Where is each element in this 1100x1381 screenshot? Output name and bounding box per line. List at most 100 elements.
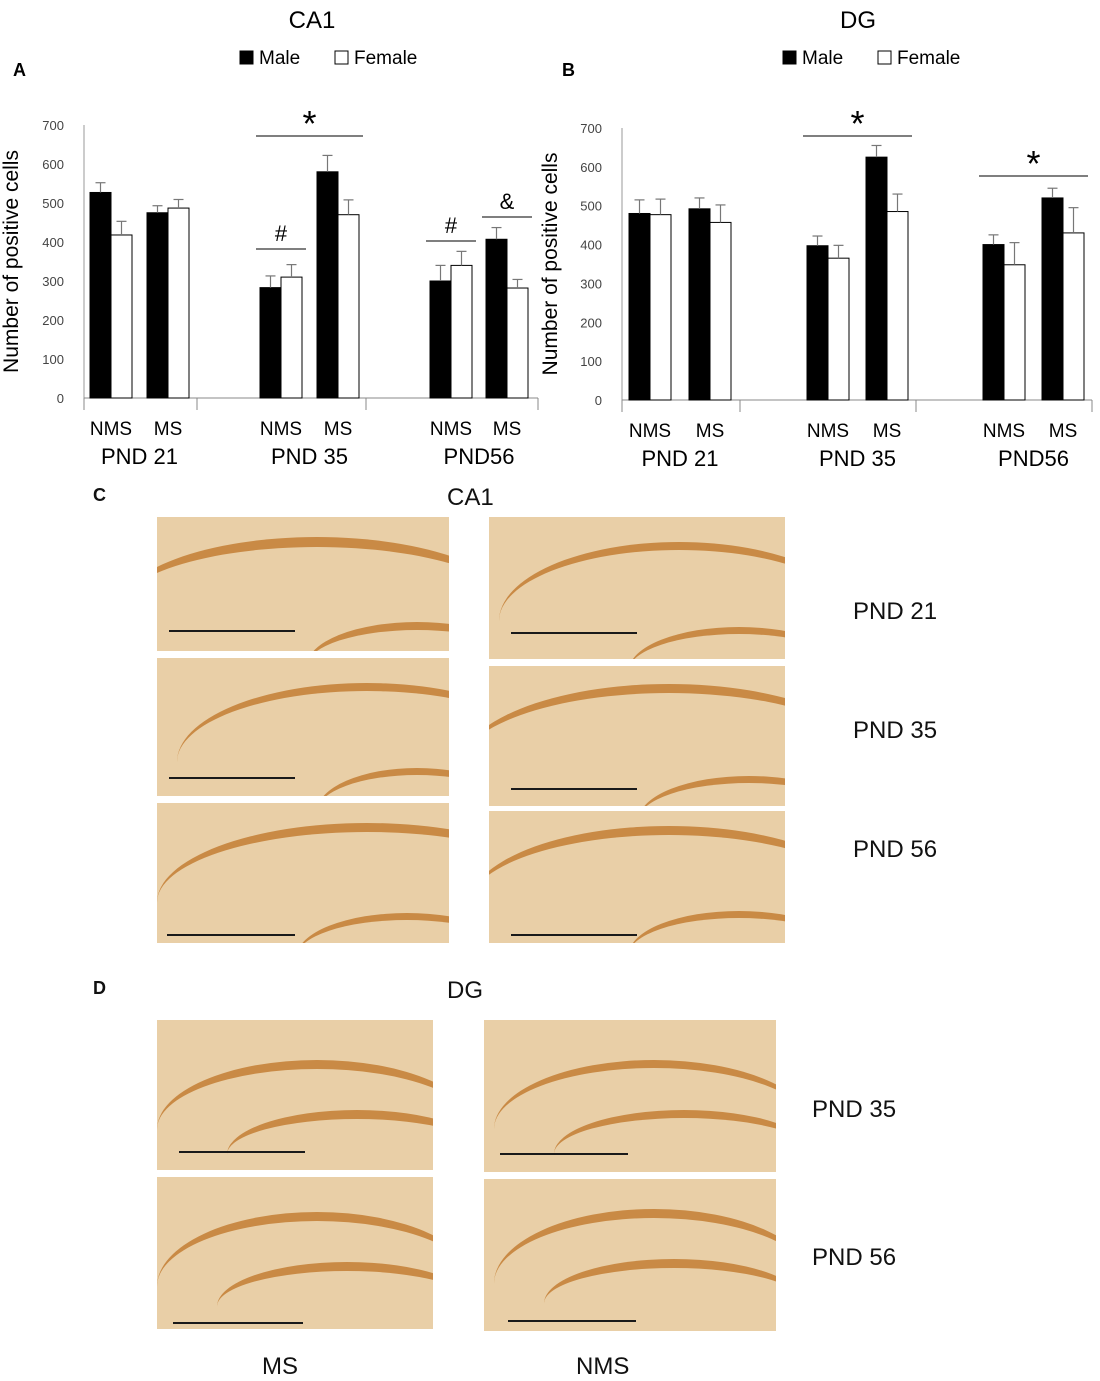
scale-bar xyxy=(179,1151,305,1153)
ca1-annotation-0: * xyxy=(302,103,316,144)
row-label-pnd56: PND 56 xyxy=(853,836,938,863)
micrograph-d-ms-pnd56 xyxy=(157,1177,433,1329)
dg-title: DG xyxy=(840,7,876,34)
dg-bar-male-2 xyxy=(806,245,829,401)
chart-dg: DG B Male Female 0 100 200 300 400 500 600 700 Numbe… xyxy=(540,7,1093,471)
micrograph-d-ms-pnd35 xyxy=(157,1020,433,1170)
ca1-legend-female-swatch xyxy=(334,50,349,65)
dg-ytick-400: 400 xyxy=(580,238,602,253)
column-label-nms: NMS xyxy=(576,1353,630,1380)
ca1-annotation-1: # xyxy=(275,221,288,246)
scale-bar xyxy=(500,1153,628,1155)
ca1-bar-female-3 xyxy=(337,214,360,399)
ca1-bar-female-4 xyxy=(450,264,473,399)
ca1-annotation-3: & xyxy=(500,189,515,214)
ca1-bar-female-2 xyxy=(280,276,303,399)
micrograph-d-nms-pnd56 xyxy=(484,1179,776,1331)
dg-panel-letter: B xyxy=(562,60,575,80)
dg-xtick-1: MS xyxy=(696,421,725,442)
dg-ylabel: Number of positive cells xyxy=(540,153,562,376)
chart-ca1: CA1 A Male Female 0 100 200 300 400 500 600 700 Numb… xyxy=(0,7,539,469)
scale-bar xyxy=(173,1322,303,1324)
dg-bar-female-3 xyxy=(886,211,909,401)
dg-bar-female-1 xyxy=(709,221,732,401)
ca1-xtick-5: MS xyxy=(493,419,522,440)
ca1-ytick-400: 400 xyxy=(42,235,64,250)
ca1-title: CA1 xyxy=(289,7,336,34)
dg-bar-female-5 xyxy=(1062,232,1085,401)
dg-ytick-600: 600 xyxy=(580,160,602,175)
ca1-group-0: PND 21 xyxy=(101,444,178,469)
panel-letter-d: D xyxy=(93,978,106,998)
row-label-pnd21: PND 21 xyxy=(853,598,938,625)
dg-bar-female-2 xyxy=(827,257,850,401)
dg-xtick-2: NMS xyxy=(807,421,849,442)
dg-xtick-5: MS xyxy=(1049,421,1078,442)
dg-bar-female-4 xyxy=(1003,264,1026,401)
scale-bar xyxy=(508,1320,636,1322)
panel-d-title: DG xyxy=(447,977,483,1004)
micrograph-c-ms-pnd21 xyxy=(157,517,449,651)
ca1-xtick-3: MS xyxy=(324,419,353,440)
ca1-bar-male-0 xyxy=(89,191,112,399)
micrograph-c-ms-pnd56 xyxy=(157,803,449,943)
scale-bar xyxy=(511,632,637,634)
dg-bar-male-3 xyxy=(865,156,888,401)
ca1-ytick-300: 300 xyxy=(42,274,64,289)
dg-legend-female-swatch xyxy=(877,50,892,65)
panel-letter-c: C xyxy=(93,485,106,505)
ca1-ytick-600: 600 xyxy=(42,157,64,172)
dg-ytick-200: 200 xyxy=(580,315,602,330)
dg-ytick-500: 500 xyxy=(580,199,602,214)
scale-bar xyxy=(167,934,295,936)
ca1-bar-male-5 xyxy=(485,238,508,399)
scale-bar xyxy=(511,934,637,936)
micrograph-c-nms-pnd56 xyxy=(489,811,785,943)
micrograph-c-ms-pnd35 xyxy=(157,658,449,796)
dg-legend-male-label: Male xyxy=(802,48,843,69)
dg-bar-male-1 xyxy=(688,208,711,401)
dg-bar-female-0 xyxy=(649,214,672,401)
ca1-bar-male-4 xyxy=(429,280,452,399)
ca1-legend-male-swatch xyxy=(239,50,254,65)
ca1-ytick-500: 500 xyxy=(42,196,64,211)
micrograph-d-nms-pnd35 xyxy=(484,1020,776,1172)
dg-ytick-700: 700 xyxy=(580,121,602,136)
scale-bar xyxy=(169,630,295,632)
dg-bar-male-0 xyxy=(628,212,651,401)
scale-bar xyxy=(169,777,295,779)
dg-xtick-3: MS xyxy=(873,421,902,442)
ca1-group-2: PND56 xyxy=(444,444,515,469)
dg-xtick-0: NMS xyxy=(629,421,671,442)
ca1-panel-letter: A xyxy=(13,60,26,80)
dg-group-1: PND 35 xyxy=(819,446,896,471)
row-label-d-pnd35: PND 35 xyxy=(812,1096,897,1123)
dg-ytick-300: 300 xyxy=(580,276,602,291)
dg-xtick-4: NMS xyxy=(983,421,1025,442)
ca1-legend-female-label: Female xyxy=(354,48,417,69)
dg-ytick-0: 0 xyxy=(595,393,602,408)
dg-annotation-0: * xyxy=(850,103,864,144)
dg-legend-female-label: Female xyxy=(897,48,960,69)
micrograph-c-nms-pnd35 xyxy=(489,666,785,806)
ca1-bar-female-1 xyxy=(167,207,190,399)
ca1-bar-female-0 xyxy=(110,234,133,399)
panel-c-title: CA1 xyxy=(447,484,494,511)
ca1-bar-male-2 xyxy=(259,287,282,399)
dg-annotation-1: * xyxy=(1026,143,1040,184)
dg-group-0: PND 21 xyxy=(641,446,718,471)
row-label-d-pnd56: PND 56 xyxy=(812,1244,897,1271)
ca1-xtick-0: NMS xyxy=(90,419,132,440)
dg-legend-male-swatch xyxy=(782,50,797,65)
column-label-ms: MS xyxy=(262,1353,298,1380)
dg-bar-male-5 xyxy=(1041,197,1064,401)
ca1-ytick-700: 700 xyxy=(42,118,64,133)
ca1-annotation-2: # xyxy=(445,213,458,238)
ca1-ylabel: Number of positive cells xyxy=(0,150,23,373)
scale-bar xyxy=(511,788,637,790)
micrograph-c-nms-pnd21 xyxy=(489,517,785,659)
ca1-bar-male-1 xyxy=(146,212,169,399)
ca1-ytick-200: 200 xyxy=(42,313,64,328)
dg-bar-male-4 xyxy=(982,244,1005,401)
dg-ytick-100: 100 xyxy=(580,354,602,369)
